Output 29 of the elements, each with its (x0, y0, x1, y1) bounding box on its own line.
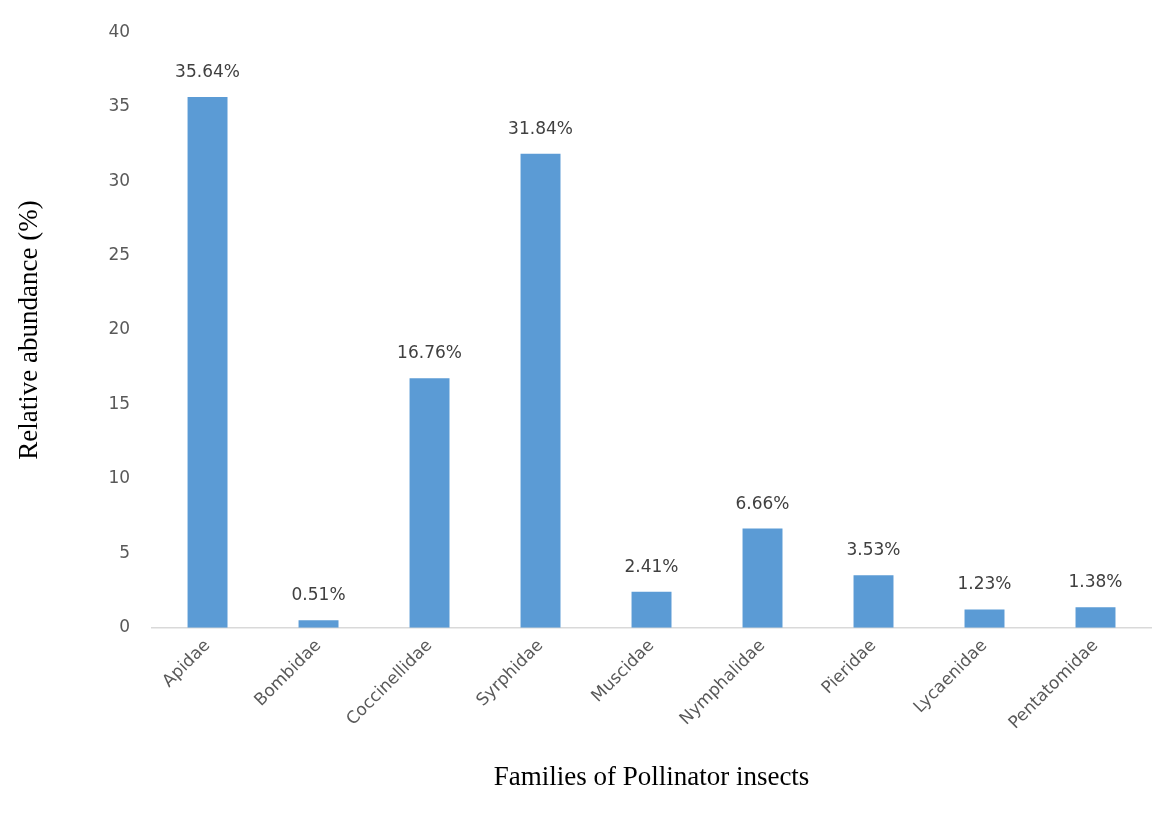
y-tick-label: 20 (108, 318, 131, 339)
data-label: 0.51% (291, 584, 346, 605)
data-label: 16.76% (397, 342, 462, 363)
y-tick-label: 5 (119, 541, 131, 562)
y-tick-label: 30 (108, 169, 131, 190)
y-tick-label: 40 (108, 20, 131, 41)
bar (298, 620, 339, 628)
data-label: 3.53% (846, 539, 901, 560)
bar (742, 528, 783, 628)
data-label: 35.64% (175, 61, 240, 82)
y-axis-title: Relative abundance (%) (13, 200, 44, 460)
y-tick-label: 15 (108, 392, 131, 413)
data-label: 31.84% (508, 117, 573, 138)
bar (853, 575, 894, 628)
data-label: 2.41% (624, 555, 679, 576)
y-tick-label: 25 (108, 243, 131, 264)
bar (964, 609, 1005, 628)
data-label: 1.38% (1068, 571, 1123, 592)
bar (409, 378, 450, 628)
data-label: 6.66% (735, 492, 790, 513)
y-tick-label: 35 (108, 95, 131, 116)
y-tick-label: 0 (119, 616, 131, 637)
y-tick-label: 10 (108, 467, 131, 488)
x-axis-title: Families of Pollinator insects (493, 760, 810, 791)
bar (520, 153, 561, 628)
bar (187, 97, 228, 628)
data-label: 1.23% (957, 573, 1012, 594)
bar (631, 591, 672, 628)
bar (1075, 607, 1116, 628)
